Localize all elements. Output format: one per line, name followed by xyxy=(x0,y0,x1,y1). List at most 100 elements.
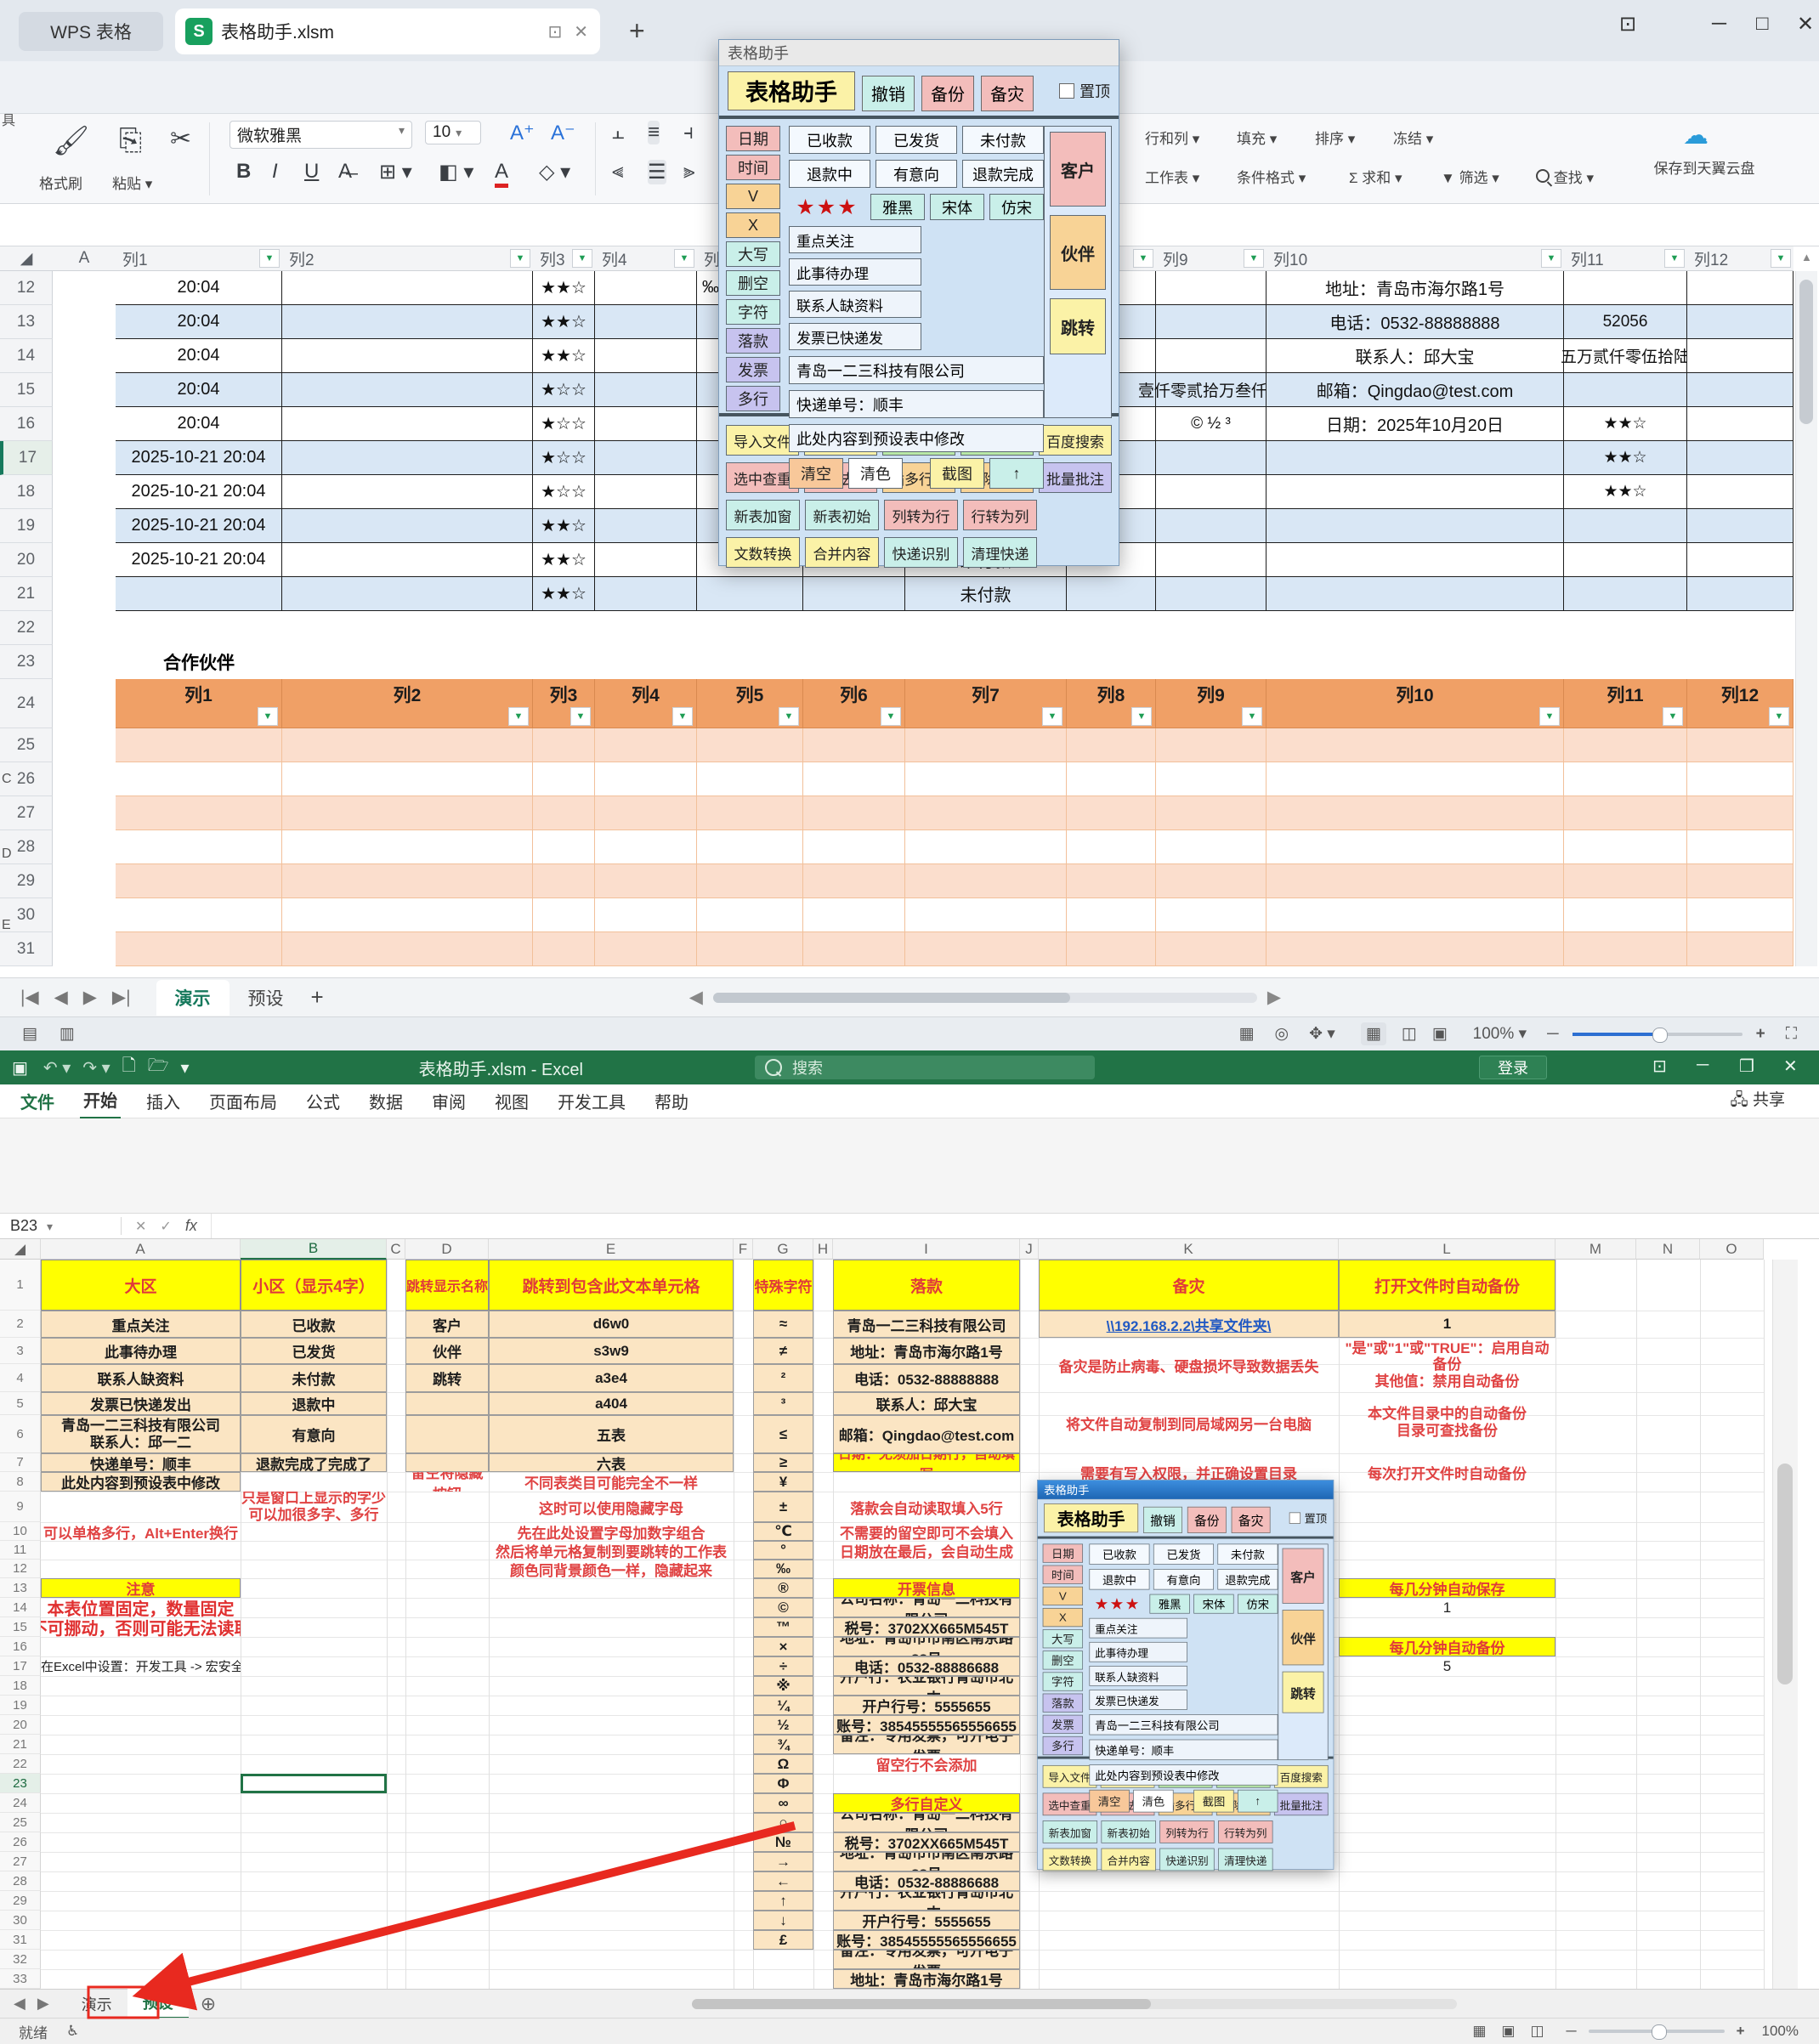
align-center-icon[interactable]: ☰ xyxy=(648,160,666,184)
col-header-列4[interactable]: 列4 ▼ xyxy=(595,246,697,271)
assistant-button-此事待办理[interactable]: 此事待办理 xyxy=(1089,1641,1187,1662)
xl-cell-K7[interactable]: 需要有写入权限，并正确设置目录 xyxy=(1080,1466,1297,1482)
cell-13-A[interactable] xyxy=(53,305,116,339)
assistant-button-清色[interactable]: 清色 xyxy=(1133,1789,1174,1813)
cell-16-c3[interactable]: ★☆☆ xyxy=(533,407,595,441)
cell-12-c9[interactable] xyxy=(1156,271,1266,305)
xl-zoom-slider[interactable] xyxy=(1588,2024,1725,2040)
cell-25-c5[interactable] xyxy=(697,728,803,762)
cell-14-c9[interactable] xyxy=(1156,339,1266,373)
filter-icon[interactable]: ▼ xyxy=(1771,249,1791,268)
cell-15-c10[interactable]: 邮箱：Qingdao@test.com xyxy=(1266,373,1564,407)
assistant-button-宋体[interactable]: 宋体 xyxy=(930,194,984,220)
cell-15-A[interactable] xyxy=(53,373,116,407)
cell-12-c2[interactable] xyxy=(282,271,533,305)
assistant-button-清空[interactable]: 清空 xyxy=(789,458,843,489)
xl-cell-D5[interactable] xyxy=(405,1392,489,1415)
cell-30-c3[interactable] xyxy=(533,898,595,932)
xl-cell-G3[interactable]: ≠ xyxy=(753,1338,813,1364)
xl-menu-review[interactable]: 审阅 xyxy=(432,1094,466,1113)
cell-27-c6[interactable] xyxy=(803,796,905,830)
cell-17-c12[interactable] xyxy=(1687,441,1794,475)
assistant-button-合并内容[interactable]: 合并内容 xyxy=(1101,1848,1156,1871)
assistant-button-已发货[interactable]: 已发货 xyxy=(876,126,957,154)
cell-21-c3[interactable]: ★★☆ xyxy=(533,577,595,611)
filter-icon[interactable]: ▼ xyxy=(258,706,278,726)
cell-21-c9[interactable] xyxy=(1156,577,1266,611)
xl-row-header-31[interactable]: 31 xyxy=(0,1930,41,1950)
first-sheet-icon[interactable]: |◀ xyxy=(20,988,39,1007)
wps-sheet-tab-preset[interactable]: 预设 xyxy=(247,988,284,1009)
xl-cell-E4[interactable]: a3e4 xyxy=(489,1364,734,1392)
cell-13-c12[interactable] xyxy=(1687,305,1794,339)
xl-cell-L7[interactable]: 每次打开文件时自动备份 xyxy=(1368,1466,1527,1482)
assistant-button-撤销[interactable]: 撤销 xyxy=(862,75,915,111)
checkbox-icon[interactable] xyxy=(1059,83,1074,99)
xl-cell-G13[interactable]: ® xyxy=(753,1578,813,1598)
xl-cell-G22[interactable]: Ω xyxy=(753,1754,813,1774)
xl-cell-L16[interactable]: 每几分钟自动备份 xyxy=(1339,1637,1556,1656)
partner-col-header-列2[interactable]: 列2 ▼ xyxy=(282,679,533,728)
cell-30-c11[interactable] xyxy=(1564,898,1687,932)
cell-16-c12[interactable] xyxy=(1687,407,1794,441)
sum-button[interactable]: Σ 求和 ▾ xyxy=(1349,170,1402,186)
xl-cell-I9[interactable]: 落款会自动读取填入5行 xyxy=(850,1500,1003,1517)
xl-cell-G1[interactable]: 特殊字符 xyxy=(753,1260,813,1311)
row-header-24[interactable]: 24 xyxy=(0,679,53,728)
assistant-button-X[interactable]: X xyxy=(1042,1607,1084,1628)
xl-cell-I30[interactable]: 开户行号：5555655 xyxy=(833,1911,1020,1930)
cell-17-c4[interactable] xyxy=(595,441,697,475)
xl-cell-E7[interactable]: 六表 xyxy=(489,1453,734,1472)
xl-col-header-N[interactable]: N xyxy=(1636,1239,1700,1260)
cell-27-c4[interactable] xyxy=(595,796,697,830)
hscroll-right-icon[interactable]: ▶ xyxy=(1266,988,1282,1007)
xl-cell-A1[interactable]: 大区 xyxy=(41,1260,241,1311)
underline-icon[interactable]: U xyxy=(304,160,320,183)
xl-cell-G30[interactable]: ↓ xyxy=(753,1911,813,1930)
xl-zoom-in-icon[interactable]: + xyxy=(1736,2023,1745,2039)
cell-19-c9[interactable] xyxy=(1156,509,1266,543)
assistant-button-时间[interactable]: 时间 xyxy=(726,155,780,180)
cell-20-A[interactable] xyxy=(53,543,116,577)
cell-30-c4[interactable] xyxy=(595,898,697,932)
assistant-button-多行[interactable]: 多行 xyxy=(1042,1735,1084,1756)
xl-cell-I29[interactable]: 开户行：农业银行青岛市北一支 xyxy=(833,1891,1020,1911)
filter-icon[interactable]: ▼ xyxy=(1244,249,1264,268)
xl-row-header-4[interactable]: 4 xyxy=(0,1364,41,1392)
add-sheet-icon[interactable]: + xyxy=(310,984,324,1010)
xl-normal-view-icon[interactable]: ▦ xyxy=(1472,2023,1487,2039)
xl-cell-A7[interactable]: 快递单号：顺丰 xyxy=(41,1453,241,1472)
xl-row-header-5[interactable]: 5 xyxy=(0,1392,41,1415)
format-painter-label[interactable]: 格式刷 xyxy=(39,176,82,192)
stars-button[interactable]: ★★★ xyxy=(796,195,858,219)
xl-cell-K5[interactable]: 将文件自动复制到同局域网另一台电脑 xyxy=(1066,1416,1312,1433)
assistant-button-列转为行[interactable]: 列转为行 xyxy=(884,500,958,530)
cell-12-c12[interactable] xyxy=(1687,271,1794,305)
paste-label[interactable]: 粘贴 ▾ xyxy=(112,176,153,192)
xl-cell-G23[interactable]: Φ xyxy=(753,1774,813,1793)
font-color-icon[interactable]: A xyxy=(495,160,509,188)
row-header-20[interactable]: 20 xyxy=(0,543,53,577)
xl-row-header-22[interactable]: 22 xyxy=(0,1754,41,1774)
row-header-25[interactable]: 25 xyxy=(0,728,53,762)
borders-icon[interactable]: ⊞ ▾ xyxy=(379,161,412,184)
zoom-slider[interactable] xyxy=(1572,1027,1742,1043)
find-button[interactable]: 查找 ▾ xyxy=(1530,163,1600,190)
assistant-button-此事待办理[interactable]: 此事待办理 xyxy=(789,258,921,286)
cloud-save-icon[interactable]: ☁ xyxy=(1683,122,1708,150)
assistant-button-重点关注[interactable]: 重点关注 xyxy=(789,226,921,253)
row-header-12[interactable]: 12 xyxy=(0,271,53,305)
xl-col-header-A[interactable]: A xyxy=(41,1239,241,1260)
col-header-列9[interactable]: 列9 ▼ xyxy=(1156,246,1266,271)
xl-cell-A3[interactable]: 此事待办理 xyxy=(41,1338,241,1364)
xl-cell-I5[interactable]: 联系人：邱大宝 xyxy=(833,1392,1020,1415)
login-button[interactable]: 登录 xyxy=(1479,1056,1547,1079)
cell-27-c9[interactable] xyxy=(1156,796,1266,830)
assistant-button-落款[interactable]: 落款 xyxy=(1042,1693,1084,1713)
partner-col-header-列5[interactable]: 列5 ▼ xyxy=(697,679,803,728)
cell-26-c2[interactable] xyxy=(282,762,533,796)
assistant-button-未付款[interactable]: 未付款 xyxy=(962,126,1044,154)
xl-cell-L1[interactable]: 打开文件时自动备份 xyxy=(1339,1260,1556,1311)
xl-save-icon[interactable]: ▣ xyxy=(12,1058,28,1078)
filter-icon[interactable]: ▼ xyxy=(259,249,280,268)
